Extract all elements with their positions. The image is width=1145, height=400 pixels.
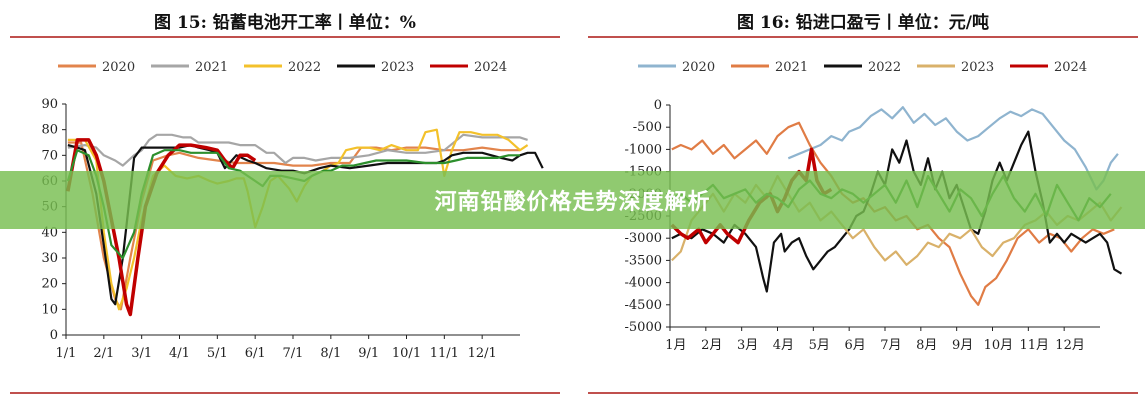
x-tick-label: 6月: [844, 338, 865, 353]
x-tick-label: 11/1: [430, 346, 459, 361]
x-tick-label: 10月: [984, 338, 1014, 353]
y-tick-label: 0: [654, 98, 662, 113]
x-tick-label: 3/1: [131, 346, 152, 361]
x-tick-label: 4/1: [169, 346, 190, 361]
legend-label-2021: 2021: [195, 60, 228, 75]
y-tick-label: 0: [50, 328, 58, 343]
series-line-2022: [671, 130, 1123, 293]
y-tick-label: -1000: [625, 142, 662, 157]
y-tick-label: 40: [41, 225, 58, 240]
y-tick-label: 80: [41, 123, 58, 138]
chart-title: 图 16: 铅进口盈亏丨单位：元/吨: [737, 13, 989, 33]
x-tick-label: 5/1: [207, 346, 228, 361]
y-tick-label: -5000: [625, 320, 662, 335]
y-tick-label: 20: [41, 277, 58, 292]
x-tick-label: 12/1: [468, 346, 497, 361]
legend-label-2020: 2020: [682, 60, 715, 75]
x-tick-label: 7月: [880, 338, 901, 353]
x-tick-label: 8/1: [320, 346, 341, 361]
y-tick-label: -3500: [625, 253, 662, 268]
series-line-2021: [67, 133, 528, 167]
legend-label-2022: 2022: [288, 60, 321, 75]
x-tick-label: 8月: [916, 338, 937, 353]
y-tick-label: 10: [41, 302, 58, 317]
x-tick-label: 1/1: [56, 346, 77, 361]
x-tick-label: 3月: [737, 338, 758, 353]
article-title: 河南铅酸价格走势深度解析: [434, 190, 711, 215]
legend-label-2024: 2024: [474, 60, 507, 75]
x-tick-label: 6/1: [245, 346, 266, 361]
x-tick-label: 2月: [701, 338, 722, 353]
title-divider: [10, 36, 560, 38]
x-tick-label: 7/1: [283, 346, 304, 361]
legend-label-2023: 2023: [381, 60, 414, 75]
bottom-divider: [588, 392, 1138, 394]
x-tick-label: 12月: [1055, 338, 1085, 353]
y-tick-label: 30: [41, 251, 58, 266]
x-tick-label: 4月: [773, 338, 794, 353]
legend-label-2020: 2020: [102, 60, 135, 75]
legend-label-2022: 2022: [868, 60, 901, 75]
x-tick-label: 5月: [809, 338, 830, 353]
legend-label-2024: 2024: [1054, 60, 1087, 75]
x-tick-label: 9/1: [358, 346, 379, 361]
series-line-2020: [787, 106, 1119, 191]
article-title-banner: 河南铅酸价格走势深度解析: [0, 171, 1145, 229]
y-tick-label: -3000: [625, 231, 662, 246]
y-tick-label: -4500: [625, 298, 662, 313]
legend-label-2023: 2023: [961, 60, 994, 75]
x-tick-label: 2/1: [93, 346, 114, 361]
y-tick-label: 70: [41, 148, 58, 163]
y-tick-label: -4000: [625, 276, 662, 291]
title-divider: [588, 36, 1138, 38]
bottom-divider: [10, 392, 560, 394]
chart-title: 图 15: 铅蓄电池开工率丨单位：%: [154, 13, 416, 33]
x-tick-label: 1月: [665, 338, 686, 353]
x-tick-label: 9月: [952, 338, 973, 353]
x-tick-label: 11月: [1019, 338, 1049, 353]
legend-label-2021: 2021: [775, 60, 808, 75]
y-tick-label: 90: [41, 97, 58, 112]
y-tick-label: -500: [633, 120, 662, 135]
x-tick-label: 10/1: [392, 346, 421, 361]
